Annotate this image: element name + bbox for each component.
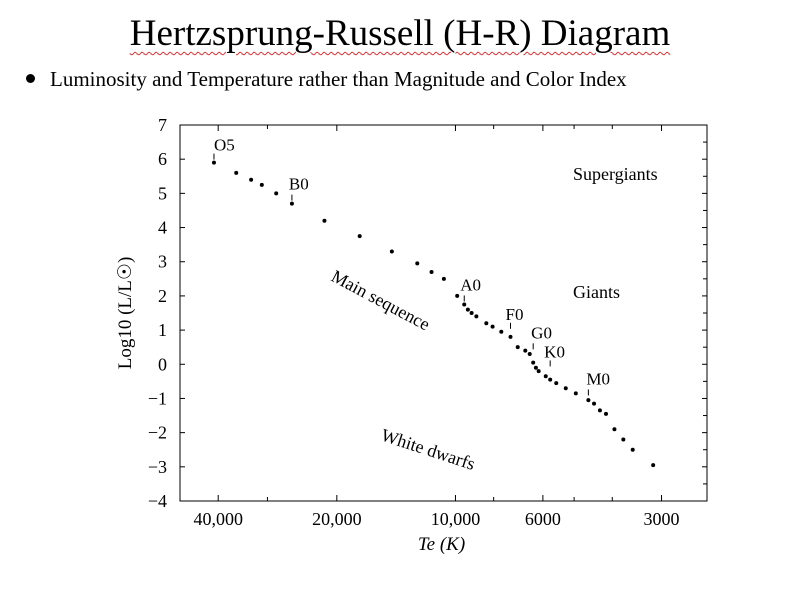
star-point bbox=[455, 293, 460, 298]
y-tick-label: 1 bbox=[158, 320, 167, 340]
star-point bbox=[474, 314, 479, 319]
y-tick-label: 6 bbox=[158, 149, 167, 169]
star-point bbox=[592, 401, 597, 406]
spectral-class-label: K0 bbox=[544, 342, 565, 361]
star-point bbox=[289, 201, 294, 206]
y-tick-label: 7 bbox=[158, 115, 167, 135]
star-point bbox=[441, 276, 446, 281]
star-point bbox=[573, 391, 578, 396]
spectral-class-label: F0 bbox=[506, 305, 524, 324]
y-tick-label: 5 bbox=[158, 183, 167, 203]
star-point bbox=[621, 437, 626, 442]
star-point bbox=[415, 261, 420, 266]
star-point bbox=[259, 182, 264, 187]
x-tick-label: 3000 bbox=[644, 509, 680, 529]
annotation-white-dwarfs: White dwarfs bbox=[379, 425, 478, 474]
x-tick-label: 10,000 bbox=[431, 509, 481, 529]
x-tick-label: 6000 bbox=[525, 509, 561, 529]
star-point bbox=[554, 381, 559, 386]
star-point bbox=[543, 374, 548, 379]
y-tick-label: −4 bbox=[148, 491, 167, 511]
star-point bbox=[322, 218, 327, 223]
star-point bbox=[234, 170, 239, 175]
star-point bbox=[508, 334, 513, 339]
star-point bbox=[274, 191, 279, 196]
annotation-main-sequence: Main sequence bbox=[328, 266, 433, 335]
star-point bbox=[389, 249, 394, 254]
spectral-class-label: G0 bbox=[531, 323, 552, 342]
star-point bbox=[490, 324, 495, 329]
star-point bbox=[527, 352, 532, 357]
y-tick-label: 2 bbox=[158, 286, 167, 306]
star-point bbox=[211, 160, 216, 165]
spectral-class-label: M0 bbox=[586, 369, 610, 388]
x-tick-label: 40,000 bbox=[193, 509, 243, 529]
star-point bbox=[533, 365, 538, 370]
y-tick-label: −3 bbox=[148, 457, 167, 477]
y-tick-label: 0 bbox=[158, 354, 167, 374]
star-point bbox=[531, 360, 536, 365]
y-axis-label: Log10 (L/L☉) bbox=[115, 257, 136, 370]
spectral-class-label: A0 bbox=[460, 275, 481, 294]
star-point bbox=[523, 348, 528, 353]
star-point bbox=[462, 302, 467, 307]
star-point bbox=[249, 177, 254, 182]
star-point bbox=[469, 311, 474, 315]
star-point bbox=[499, 329, 504, 334]
star-point bbox=[484, 321, 489, 326]
chart-points bbox=[211, 160, 656, 468]
spectral-class-label: O5 bbox=[214, 136, 235, 155]
x-tick-label: 20,000 bbox=[312, 509, 362, 529]
y-tick-label: 3 bbox=[158, 252, 167, 272]
star-point bbox=[630, 447, 635, 452]
star-point bbox=[357, 234, 362, 239]
slide-title-text: Hertzsprung-Russell (H-R) Diagram bbox=[129, 13, 671, 54]
star-point bbox=[597, 408, 602, 413]
x-axis-label: Te (K) bbox=[418, 534, 465, 555]
annotation-supergiants: Supergiants bbox=[573, 164, 658, 184]
bullet-dot-icon bbox=[26, 74, 35, 83]
star-point bbox=[612, 427, 617, 432]
spectral-class-label: B0 bbox=[289, 175, 309, 194]
bullet-item: Luminosity and Temperature rather than M… bbox=[26, 67, 627, 92]
y-tick-label: 4 bbox=[158, 218, 167, 238]
slide-title: Hertzsprung-Russell (H-R) Diagram bbox=[0, 12, 800, 55]
star-point bbox=[515, 345, 520, 350]
star-point bbox=[465, 307, 470, 312]
star-point bbox=[563, 386, 568, 391]
annotation-giants: Giants bbox=[573, 282, 620, 302]
y-tick-label: −1 bbox=[148, 388, 167, 408]
star-point bbox=[536, 369, 541, 374]
chart-axes: 7 6 5 4 3 2 1 0 −1 −2 −3 −4 40,000 20,000 10,000 6000 30… bbox=[115, 115, 708, 555]
bullet-text: Luminosity and Temperature rather than M… bbox=[50, 67, 627, 91]
star-point bbox=[651, 463, 656, 468]
y-tick-label: −2 bbox=[148, 423, 167, 443]
star-point bbox=[603, 411, 608, 416]
star-point bbox=[548, 377, 553, 382]
star-point bbox=[429, 269, 434, 274]
star-point bbox=[586, 398, 591, 403]
